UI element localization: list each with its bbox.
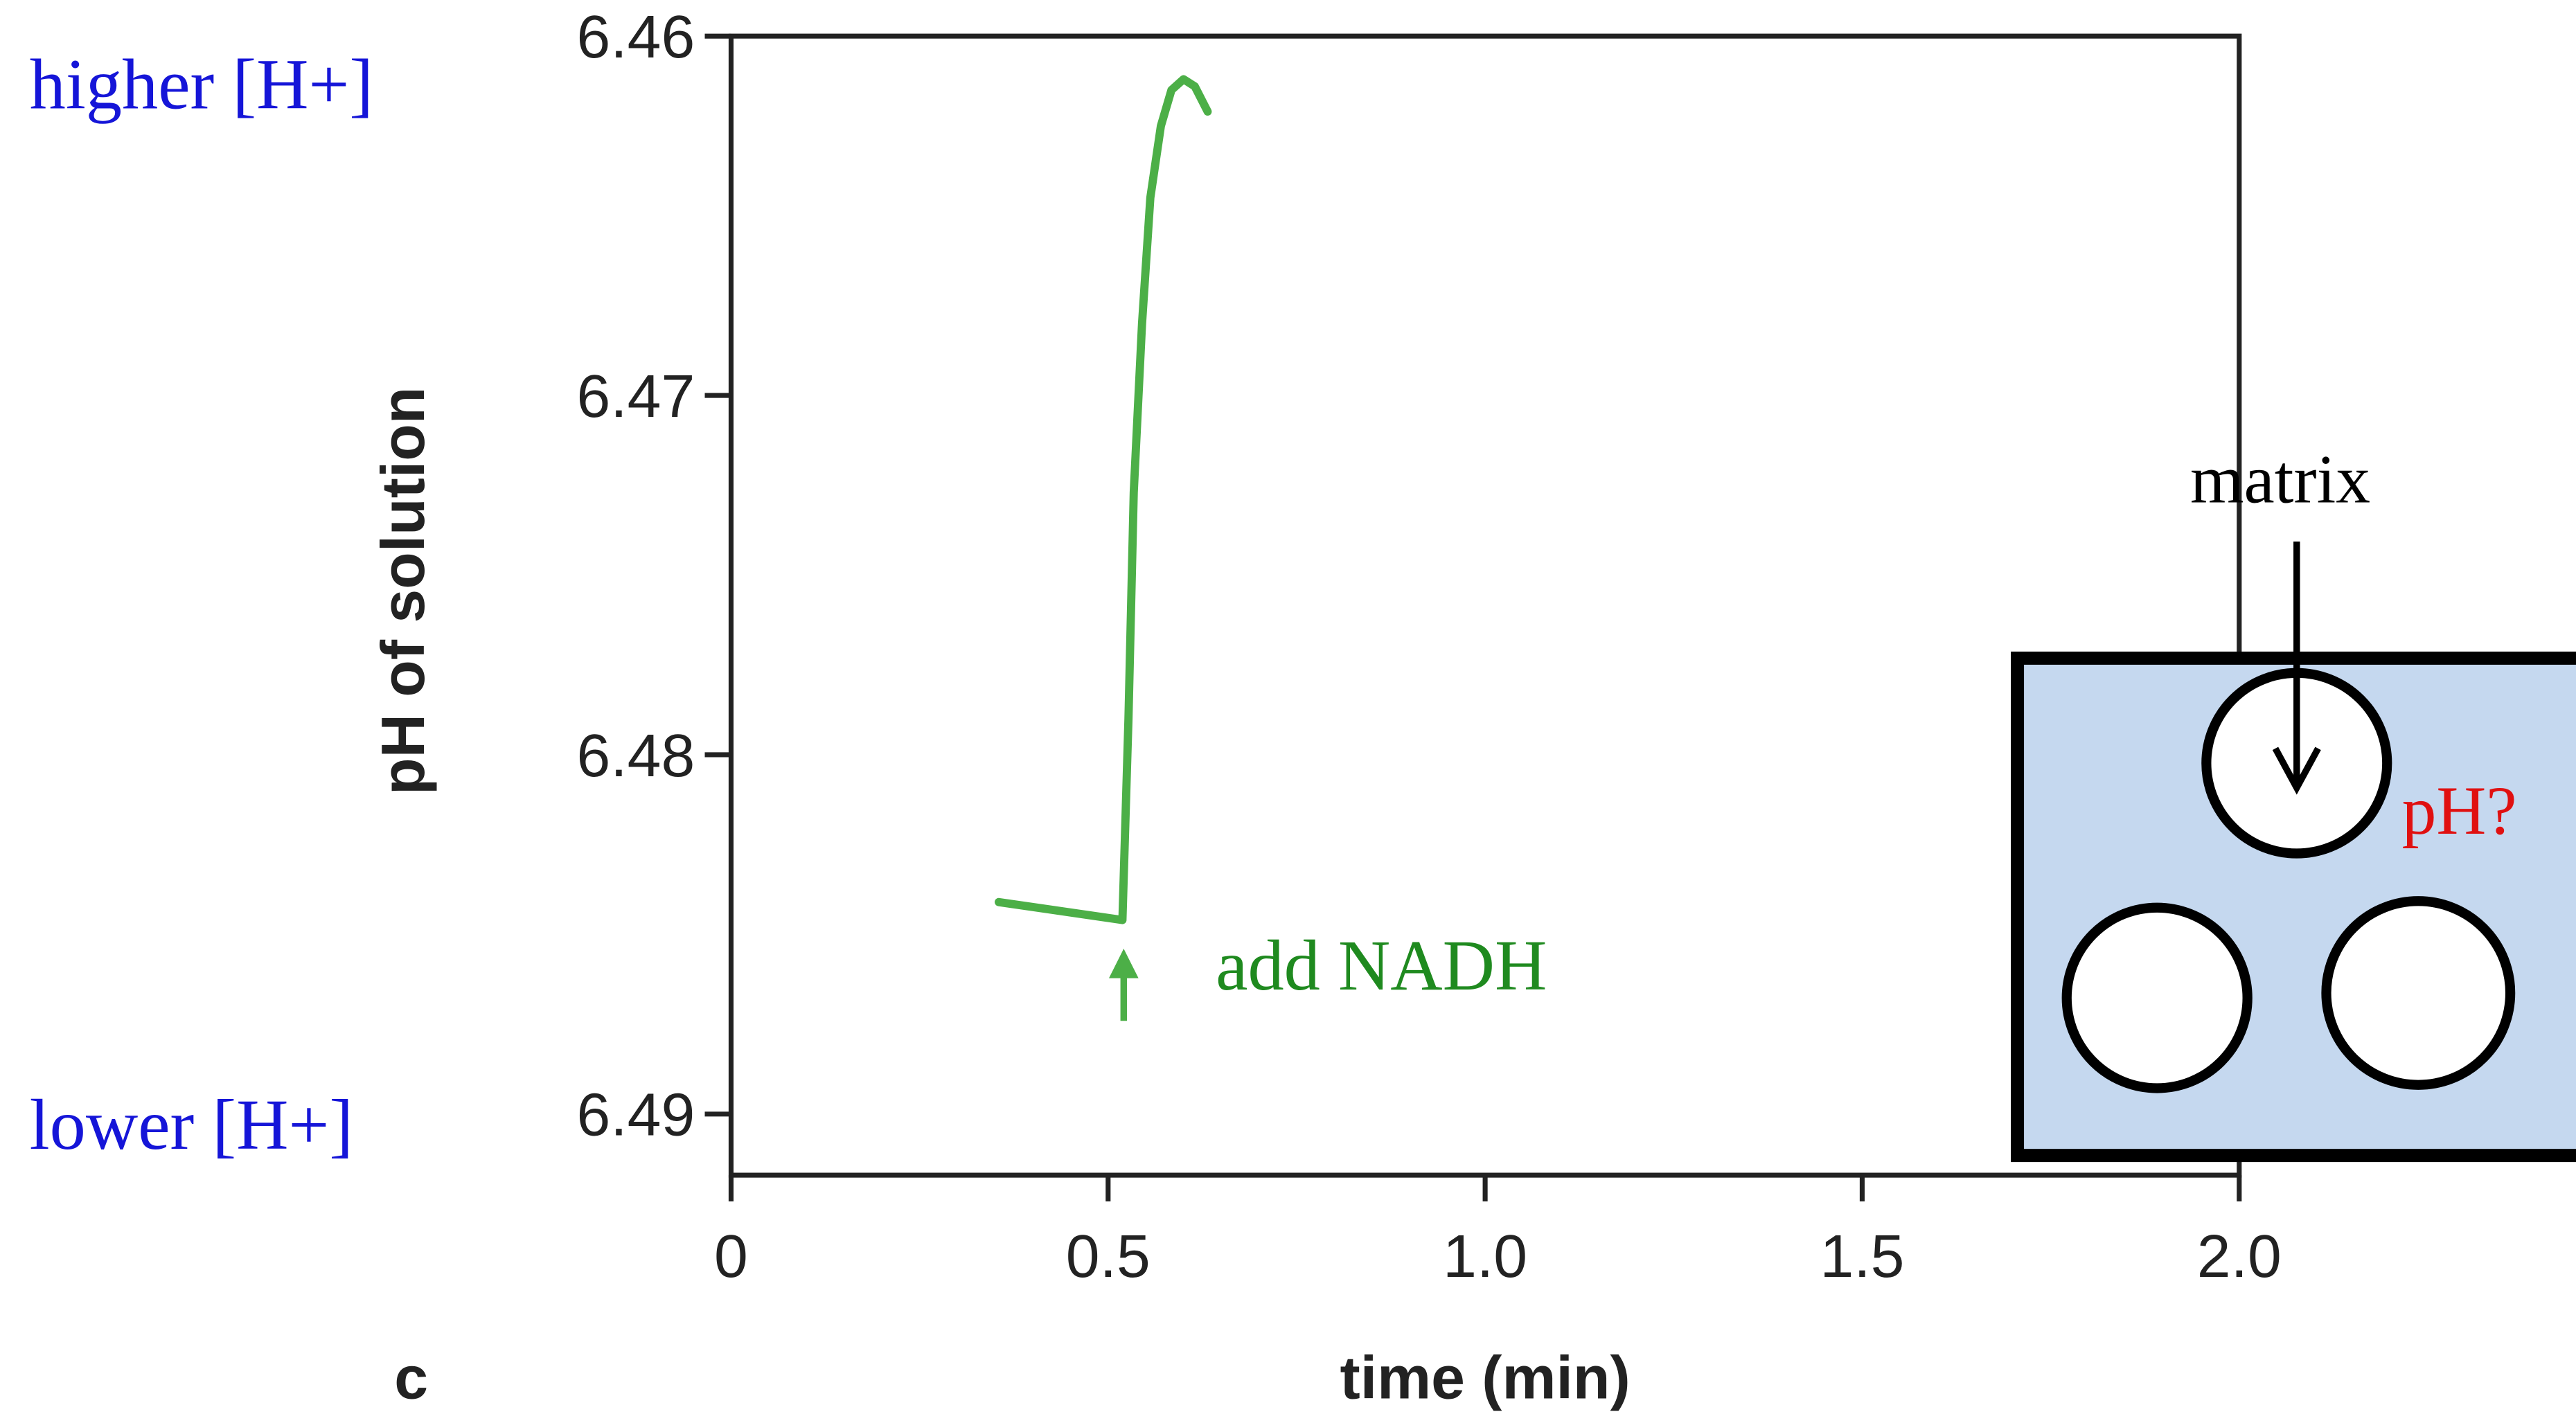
lower-label: lower [H+]	[30, 1084, 353, 1165]
x-tick-label: 1.0	[1443, 1222, 1527, 1290]
x-tick-label: 2.0	[2197, 1222, 2282, 1290]
matrix-arrowhead	[2272, 746, 2321, 795]
mitochondria-inset: matrix pH?	[2011, 440, 2576, 1163]
x-tick-label: 1.5	[1820, 1222, 1904, 1290]
y-tick-label: 6.49	[576, 1081, 695, 1149]
event-arrowhead	[1108, 949, 1139, 978]
vesicle	[2321, 896, 2516, 1090]
x-tick-label: 0	[714, 1222, 748, 1290]
x-tick-label: 0.5	[1066, 1222, 1151, 1290]
y-tick-label: 6.47	[576, 362, 695, 430]
ph-question: pH?	[2402, 772, 2517, 849]
vesicle	[2061, 902, 2253, 1093]
event-label: add NADH	[1216, 925, 1547, 1005]
matrix-label: matrix	[2190, 440, 2370, 517]
y-tick-label: 6.46	[576, 3, 695, 71]
y-tick-label: 6.48	[576, 722, 695, 789]
higher-label: higher [H+]	[30, 44, 373, 124]
x-axis-title: time (min)	[1340, 1343, 1630, 1411]
panel-label: c	[394, 1343, 428, 1411]
data-line	[995, 75, 1212, 924]
y-axis-title: pH of solution	[369, 387, 437, 795]
